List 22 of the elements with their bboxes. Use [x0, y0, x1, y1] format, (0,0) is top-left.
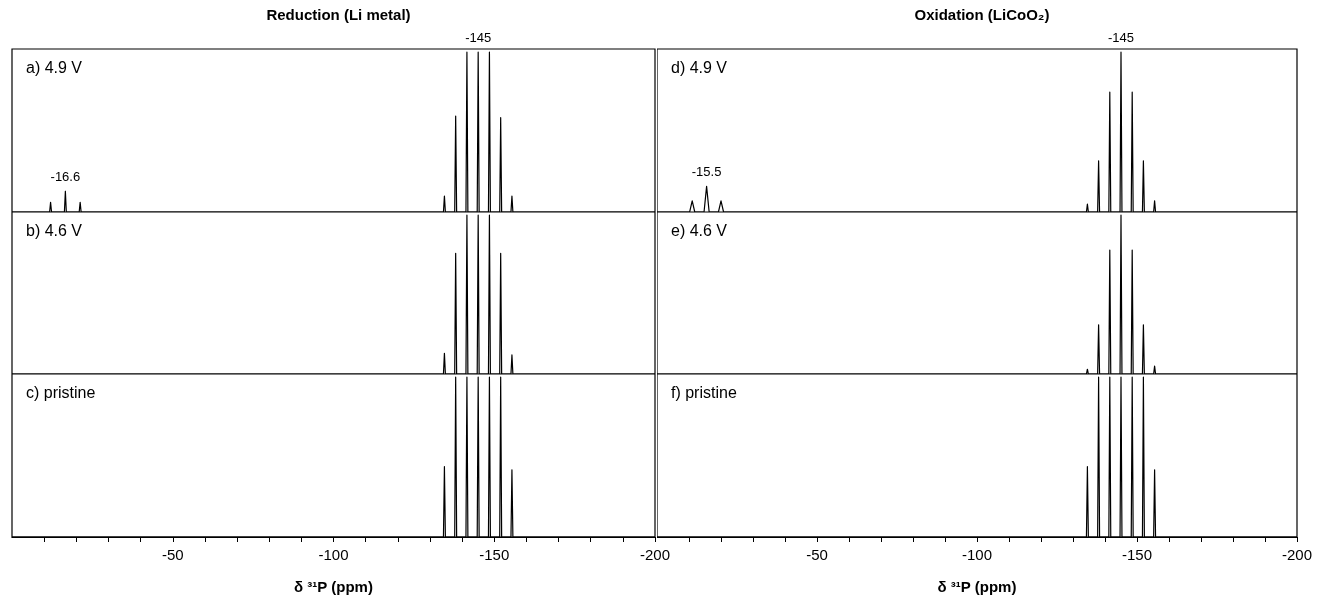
annotation: c) pristine	[26, 383, 96, 401]
chart-title: Oxidation (LiCoO₂)	[914, 6, 1050, 23]
x-tick-label: -100	[318, 546, 349, 563]
annotation: a) 4.9 V	[26, 58, 83, 76]
annotation: f) pristine	[671, 383, 737, 401]
x-axis-title: δ ³¹P (ppm)	[937, 578, 1017, 595]
x-tick-label: -50	[806, 546, 828, 563]
annotation: -145	[465, 30, 492, 46]
annotation: d) 4.9 V	[671, 58, 728, 76]
x-tick-label: -100	[961, 546, 993, 563]
x-tick-label: -150	[479, 546, 510, 563]
annotation: b) 4.6 V	[26, 221, 83, 239]
x-tick-label: -200	[1281, 546, 1313, 563]
x-tick-label: -200	[639, 546, 671, 563]
annotation: e) 4.6 V	[671, 221, 728, 239]
chart-title: Reduction (Li metal)	[266, 6, 411, 23]
x-tick-label: -150	[1121, 546, 1153, 563]
annotation: -15.5	[691, 164, 722, 180]
annotation: -16.6	[50, 169, 81, 185]
annotation: -145	[1107, 30, 1135, 46]
x-axis-title: δ ³¹P (ppm)	[294, 578, 373, 595]
x-tick-label: -50	[161, 546, 184, 563]
